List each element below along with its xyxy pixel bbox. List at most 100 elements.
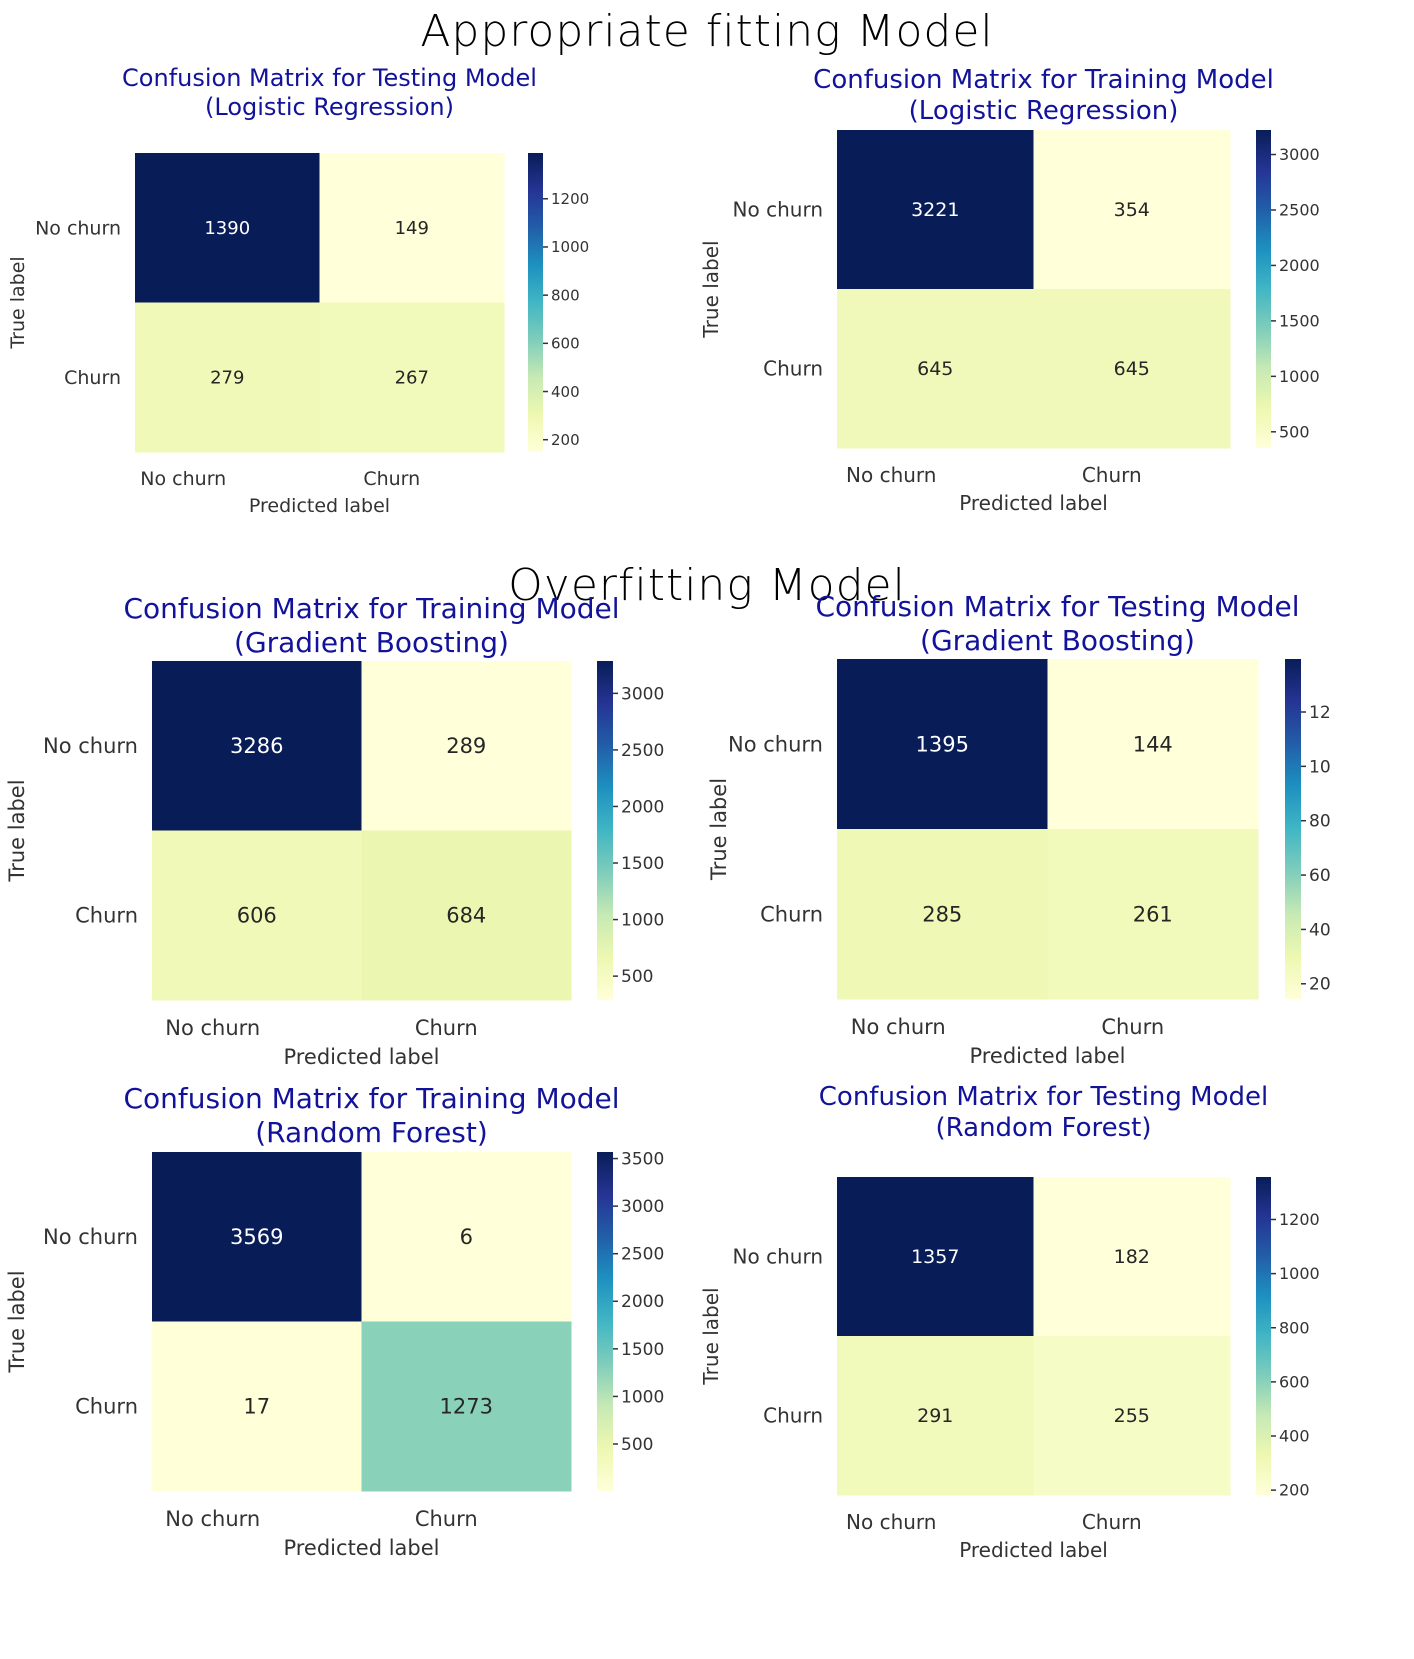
cell-value-label: 645: [1114, 358, 1150, 380]
cell-value-label: 182: [1114, 1246, 1150, 1268]
confusion-matrix-heatmap: 1395 144 285 261 No churn Churn No churn Churn P…: [707, 659, 1331, 1068]
heatmap-cell: [1033, 1177, 1231, 1337]
colorbar-tick-label: 500: [621, 967, 653, 987]
y-axis-label: True label: [707, 778, 731, 881]
y-axis-label: True label: [699, 1287, 723, 1385]
cell-value-label: 1273: [440, 1395, 493, 1419]
chart-title-line1: Confusion Matrix for Testing Model: [818, 1082, 1269, 1112]
colorbar-tick-label: 800: [1279, 1318, 1310, 1337]
colorbar-tick-label: 200: [551, 431, 580, 449]
cell-value-label: 255: [1114, 1405, 1150, 1427]
colorbar-tick-label: 1500: [621, 1340, 664, 1360]
x-tick-label: No churn: [846, 463, 936, 487]
confusion-matrix-heatmap: 1357 182 291 255 No churn Churn No churn Churn P…: [699, 1177, 1320, 1562]
chart-title-line1: Confusion Matrix for Training Model: [123, 592, 620, 625]
heatmap-cell: [361, 1321, 572, 1492]
cell-value-label: 291: [917, 1405, 953, 1427]
colorbar-tick-label: 800: [551, 286, 580, 304]
y-tick-label: No churn: [43, 734, 138, 758]
colorbar-tick-label: 80: [1309, 812, 1331, 832]
x-tick-label: No churn: [851, 1015, 946, 1039]
y-tick-label: Churn: [760, 902, 823, 926]
chart-title-line2: (Random Forest): [935, 1113, 1152, 1144]
colorbar-tick-label: 10: [1309, 757, 1331, 777]
cell-value-label: 645: [917, 358, 953, 380]
colorbar-tick-label: 500: [621, 1435, 653, 1455]
chart-title-line2: (Logistic Regression): [908, 96, 1179, 127]
confusion-matrix-panel: Confusion Matrix for Testing Model (Gradi…: [707, 590, 1414, 1070]
cell-value-label: 285: [922, 902, 962, 926]
cell-value-label: 3221: [911, 199, 959, 221]
cell-value-label: 6: [460, 1225, 473, 1249]
heatmap-cell: [152, 830, 362, 1001]
colorbar-tick-label: 1000: [551, 238, 589, 256]
x-axis-label: Predicted label: [969, 1044, 1125, 1068]
cell-value-label: 144: [1133, 732, 1173, 756]
colorbar-tick-label: 40: [1309, 920, 1331, 940]
chart-title-line2: (Logistic Regression): [205, 92, 454, 121]
x-tick-label: No churn: [846, 1510, 936, 1534]
confusion-matrix-heatmap: 3286 289 606 684 No churn Churn No churn Churn P…: [5, 661, 664, 1069]
heatmap-cell: [1047, 659, 1259, 830]
x-tick-label: Churn: [1082, 1510, 1142, 1534]
chart-title-line1: Confusion Matrix for Testing Model: [815, 590, 1300, 623]
colorbar-tick-label: 400: [551, 383, 580, 401]
confusion-matrix-heatmap: 3569 6 17 1273 No churn Churn No churn Churn Pre…: [5, 1150, 664, 1560]
x-tick-label: No churn: [165, 1507, 260, 1531]
y-tick-label: Churn: [763, 357, 823, 381]
x-tick-label: No churn: [140, 468, 226, 490]
cell-value-label: 3569: [230, 1225, 283, 1249]
chart-title-line2: (Gradient Boosting): [234, 625, 509, 659]
y-axis-label: True label: [5, 1270, 29, 1373]
colorbar-tick-label: 12: [1309, 703, 1331, 723]
heatmap-cell: [135, 302, 320, 453]
heatmap-cell: [319, 302, 505, 453]
x-axis-label: Predicted label: [959, 491, 1108, 515]
heatmap-cell: [152, 1152, 362, 1322]
x-tick-label: No churn: [165, 1016, 260, 1040]
colorbar-tick-label: 1000: [1279, 367, 1320, 386]
chart-title: Confusion Matrix for Testing Model (Gradi…: [708, 590, 1408, 657]
confusion-matrix-panel: Confusion Matrix for Training Model (Logi…: [699, 60, 1414, 530]
colorbar: [528, 153, 543, 452]
x-tick-label: Churn: [415, 1016, 478, 1040]
y-tick-label: Churn: [763, 1404, 823, 1428]
y-tick-label: No churn: [728, 732, 823, 756]
heatmap-cell: [135, 153, 320, 303]
chart-title-line1: Confusion Matrix for Training Model: [813, 65, 1274, 95]
x-axis-label: Predicted label: [283, 1045, 439, 1069]
x-axis-label: Predicted label: [959, 1538, 1108, 1562]
y-axis-label: True label: [699, 240, 723, 338]
y-tick-label: No churn: [733, 198, 823, 222]
heatmap-cell: [152, 1321, 362, 1492]
colorbar-tick-label: 2000: [1279, 256, 1320, 275]
confusion-matrix-panel: Confusion Matrix for Training Model (Grad…: [0, 590, 707, 1070]
confusion-matrix-panel: Confusion Matrix for Testing Model (Logis…: [0, 60, 700, 530]
cell-value-label: 1390: [204, 218, 250, 239]
heatmap-cell: [319, 153, 505, 303]
y-tick-label: No churn: [35, 217, 121, 239]
colorbar-tick-label: 3500: [621, 1150, 664, 1170]
heatmap-cell: [837, 289, 1034, 449]
x-axis-label: Predicted label: [249, 495, 390, 517]
colorbar-tick-label: 3000: [621, 684, 664, 704]
cell-value-label: 261: [1133, 902, 1173, 926]
cell-value-label: 354: [1114, 199, 1150, 221]
colorbar: [1256, 130, 1271, 448]
colorbar-tick-label: 1500: [1279, 311, 1320, 330]
colorbar-tick-label: 2000: [621, 797, 664, 817]
y-axis-label: True label: [5, 779, 29, 882]
colorbar-tick-label: 2500: [621, 741, 664, 761]
heatmap-cell: [1033, 1336, 1231, 1496]
y-tick-label: No churn: [733, 1245, 823, 1269]
x-axis-label: Predicted label: [283, 1536, 439, 1560]
colorbar: [1285, 659, 1301, 999]
chart-title-line2: (Random Forest): [255, 1115, 488, 1149]
heatmap-cell: [152, 661, 362, 831]
cell-value-label: 149: [395, 218, 429, 239]
confusion-matrix-panel: Confusion Matrix for Testing Model (Rando…: [699, 1080, 1414, 1659]
heatmap-cell: [837, 130, 1034, 290]
confusion-matrix-heatmap: 3221 354 645 645 No churn Churn No churn Churn P…: [699, 130, 1320, 515]
heatmap-cell: [837, 1177, 1034, 1337]
chart-title: Confusion Matrix for Training Model (Grad…: [22, 592, 722, 659]
